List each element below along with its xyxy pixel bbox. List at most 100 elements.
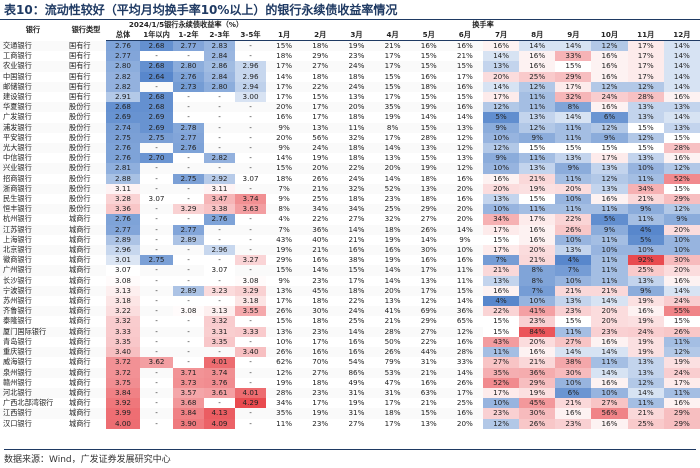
turnover-cell: 21% xyxy=(456,51,473,61)
turnover-cell: 53% xyxy=(384,367,401,377)
turnover-cell: 20% xyxy=(663,265,700,276)
turnover-cell: 10% xyxy=(482,398,520,409)
turnover-cell: 11% xyxy=(627,214,664,225)
yield-cell: - xyxy=(187,183,190,193)
turnover-cell: 14% xyxy=(663,81,700,93)
turnover-cell: 11% xyxy=(591,234,628,246)
turnover-cell: 15% xyxy=(555,143,592,154)
turnover-cell: 45% xyxy=(312,285,329,295)
turnover-cell: 15% xyxy=(312,92,329,102)
turnover-cell: 20% xyxy=(384,163,401,173)
yield-cell: - xyxy=(218,163,221,173)
turnover-cell: 24% xyxy=(663,367,700,378)
turnover-cell: 30% xyxy=(312,306,329,316)
turnover-cell: 28% xyxy=(663,143,700,154)
turnover-cell: 14% xyxy=(348,326,365,336)
yield-cell: - xyxy=(155,316,158,326)
bank-type: 城商行 xyxy=(69,357,91,367)
bank-name: 广州银行 xyxy=(3,265,32,275)
yield-cell: 2.69 xyxy=(140,122,173,133)
yield-cell: - xyxy=(155,408,158,418)
turnover-cell: 23% xyxy=(591,326,628,337)
yield-cell: - xyxy=(249,143,252,153)
turnover-cell: 11% xyxy=(627,398,664,409)
yield-cell: - xyxy=(155,163,158,173)
column-header: 3月 xyxy=(338,30,375,41)
yield-cell: - xyxy=(249,367,252,377)
yield-cell: - xyxy=(249,408,252,418)
turnover-cell: 41% xyxy=(519,306,556,317)
turnover-cell: 11% xyxy=(519,92,556,103)
yield-cell: 2.86 xyxy=(204,61,235,72)
turnover-cell: 23% xyxy=(348,51,365,61)
turnover-cell: 8% xyxy=(555,102,592,113)
yield-cell: 2.77 xyxy=(173,224,204,235)
turnover-cell: 29% xyxy=(276,255,293,265)
turnover-cell: 56% xyxy=(591,408,628,419)
turnover-cell: 6% xyxy=(591,112,628,123)
yield-cell: - xyxy=(218,347,221,357)
turnover-cell: 15% xyxy=(456,285,473,295)
turnover-cell: 12% xyxy=(519,122,556,133)
yield-cell: 2.96 xyxy=(204,245,235,256)
turnover-cell: 17% xyxy=(663,377,700,388)
turnover-cell: 17% xyxy=(555,81,592,93)
turnover-cell: 11% xyxy=(591,357,628,368)
turnover-cell: 16% xyxy=(456,194,473,204)
turnover-cell: 26% xyxy=(276,306,293,316)
turnover-cell: 27% xyxy=(420,214,437,224)
bank-type: 股份行 xyxy=(69,112,91,122)
yield-cell: - xyxy=(155,336,158,346)
bank-type: 国有行 xyxy=(69,92,91,102)
turnover-cell: 10% xyxy=(663,245,700,256)
turnover-cell: 11% xyxy=(456,265,473,275)
yield-cell: 3.33 xyxy=(235,326,267,337)
turnover-cell: 29% xyxy=(312,51,329,61)
yield-cell: - xyxy=(155,418,158,428)
turnover-cell: 18% xyxy=(312,41,329,50)
header-row: 总体 1年以内 1-2年 2-3年 3-5年 1月 2月 3月 4月 5月 6月 7月 8月 9月 10月 1… xyxy=(0,30,700,41)
bank-type: 城商行 xyxy=(69,265,91,275)
turnover-cell: 27% xyxy=(312,61,329,71)
turnover-cell: 32% xyxy=(348,132,365,142)
turnover-cell: 23% xyxy=(312,418,329,428)
bank-name: 浙商银行 xyxy=(3,183,32,193)
column-header: 10月 xyxy=(591,30,628,41)
turnover-cell: 20% xyxy=(348,102,365,112)
yield-cell: 3.72 xyxy=(106,367,140,378)
turnover-cell: 16% xyxy=(663,153,700,164)
turnover-cell: 34% xyxy=(482,214,520,225)
turnover-cell: 12% xyxy=(591,40,628,52)
turnover-cell: 21% xyxy=(482,265,520,276)
turnover-cell: 13% xyxy=(519,163,556,174)
turnover-cell: 15% xyxy=(420,153,437,163)
turnover-cell: 16% xyxy=(312,347,329,357)
turnover-cell: 16% xyxy=(456,41,473,50)
turnover-cell: 7% xyxy=(278,183,290,193)
turnover-cell: 13% xyxy=(591,183,628,195)
yield-cell: 2.82 xyxy=(106,71,140,82)
column-header: 9月 xyxy=(555,30,592,41)
yield-cell: - xyxy=(187,265,190,275)
yield-cell: 2.77 xyxy=(106,224,140,235)
turnover-cell: 14% xyxy=(663,40,700,52)
turnover-cell: 13% xyxy=(663,102,700,113)
turnover-cell: 18% xyxy=(312,377,329,387)
source-note: 数据来源：Wind，广发证券发展研究中心 xyxy=(4,449,696,465)
turnover-cell: 13% xyxy=(627,357,664,368)
turnover-cell: 29% xyxy=(555,71,592,82)
turnover-cell: 16% xyxy=(555,408,592,419)
turnover-cell: 28% xyxy=(276,387,293,397)
turnover-cell: 19% xyxy=(663,357,700,368)
yield-cell: 3.29 xyxy=(235,285,267,297)
turnover-cell: 29% xyxy=(663,194,700,205)
table-row: 威海银行 城商行 3.72 3.62 - 4.01 - 62% 70% 54% 79% 31% 33% 2… xyxy=(0,357,700,368)
turnover-cell: 14% xyxy=(420,234,437,244)
turnover-cell: 11% xyxy=(519,102,556,113)
turnover-cell: 16% xyxy=(456,255,473,265)
turnover-cell: 17% xyxy=(519,214,556,225)
yield-cell: 4.00 xyxy=(106,418,140,429)
turnover-cell: 33% xyxy=(456,357,473,367)
turnover-cell: 15% xyxy=(384,71,401,81)
turnover-cell: 15% xyxy=(276,316,293,326)
